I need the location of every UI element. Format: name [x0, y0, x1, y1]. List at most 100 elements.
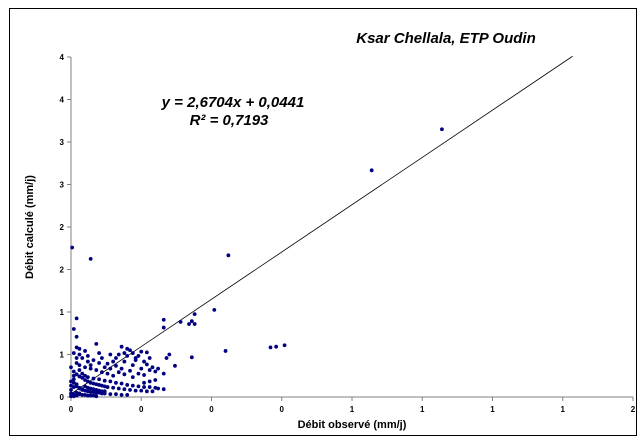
data-point	[136, 384, 141, 389]
data-point	[77, 346, 82, 351]
data-point	[102, 378, 107, 383]
data-point	[161, 317, 166, 322]
data-point	[133, 356, 138, 360]
data-point	[150, 389, 155, 394]
data-point	[71, 327, 76, 331]
data-point	[161, 325, 166, 330]
data-point	[85, 359, 90, 364]
trendline	[70, 55, 573, 395]
data-point	[105, 371, 110, 376]
data-point	[88, 393, 93, 398]
data-point	[94, 394, 99, 399]
data-point	[147, 356, 152, 360]
y-tick-label: 1	[60, 308, 65, 317]
data-point	[268, 345, 273, 350]
data-point	[74, 334, 79, 339]
data-point	[80, 375, 85, 380]
data-point	[187, 322, 191, 326]
data-point	[71, 373, 76, 378]
x-tick-label: 0	[69, 405, 74, 414]
data-point	[77, 352, 82, 357]
x-ticks: 0 0 0 0 1 1 1 1 2	[69, 397, 636, 414]
data-point	[147, 368, 152, 372]
data-point	[189, 319, 194, 324]
data-point	[136, 371, 141, 376]
data-point	[108, 379, 113, 384]
data-point	[161, 371, 166, 376]
data-point	[83, 349, 87, 353]
chart-title: Ksar Chellala, ETP Oudin	[356, 30, 536, 47]
data-point	[83, 384, 87, 389]
y-tick-label: 2	[60, 223, 65, 232]
data-point	[85, 393, 90, 398]
data-point	[102, 365, 107, 370]
data-point	[128, 368, 132, 373]
data-point	[130, 351, 135, 355]
data-point	[83, 365, 87, 370]
x-tick-label: 1	[420, 405, 425, 414]
data-points	[69, 127, 444, 399]
data-point	[111, 359, 116, 364]
data-point	[83, 378, 87, 382]
data-point	[85, 354, 90, 358]
data-point	[142, 373, 146, 377]
data-point	[94, 368, 99, 372]
data-point	[130, 363, 135, 368]
data-point	[119, 381, 124, 386]
data-point	[88, 390, 93, 394]
data-point	[147, 379, 152, 384]
data-point	[74, 372, 79, 377]
y-axis-label: Débit calculé (mm/j)	[24, 175, 36, 279]
data-point	[139, 366, 144, 371]
data-point	[147, 385, 152, 389]
data-point	[119, 344, 124, 349]
data-point	[100, 389, 104, 394]
data-point	[71, 369, 76, 374]
data-point	[111, 385, 116, 390]
data-point	[97, 361, 101, 365]
data-point	[71, 385, 76, 389]
data-point	[100, 370, 104, 375]
data-point	[192, 322, 197, 326]
data-point	[212, 307, 217, 312]
data-point	[85, 379, 90, 384]
data-point	[80, 371, 85, 376]
chart-frame	[9, 8, 637, 436]
x-axis-label: Débit observé (mm/j)	[298, 419, 407, 431]
data-point	[71, 377, 76, 382]
data-point	[274, 344, 279, 349]
equation-annotation: y = 2,6704x + 0,0441	[161, 94, 305, 111]
data-point	[108, 392, 113, 397]
data-point	[144, 362, 149, 367]
data-point	[116, 370, 121, 375]
data-point	[88, 366, 93, 371]
data-point	[130, 375, 135, 380]
data-point	[83, 373, 87, 378]
data-point	[74, 361, 79, 365]
x-tick-label: 0	[139, 405, 144, 414]
x-tick-label: 0	[280, 405, 285, 414]
x-tick-label: 2	[631, 405, 636, 414]
data-point	[88, 256, 93, 261]
data-point	[114, 392, 118, 397]
data-point	[167, 352, 172, 357]
y-tick-label: 2	[60, 266, 65, 275]
data-point	[80, 356, 85, 360]
data-point	[114, 356, 118, 360]
x-tick-label: 1	[561, 405, 566, 414]
data-point	[119, 392, 124, 397]
data-point	[125, 392, 130, 397]
data-point	[192, 312, 197, 317]
data-point	[85, 375, 90, 380]
data-point	[133, 388, 138, 393]
data-point	[153, 385, 158, 390]
data-point	[105, 385, 110, 389]
y-tick-label: 4	[60, 53, 65, 62]
data-point	[69, 388, 73, 392]
data-point	[116, 386, 121, 391]
data-point	[178, 320, 183, 324]
data-point	[122, 351, 127, 355]
data-point	[164, 356, 169, 360]
data-point	[77, 374, 82, 379]
data-point	[69, 379, 73, 384]
